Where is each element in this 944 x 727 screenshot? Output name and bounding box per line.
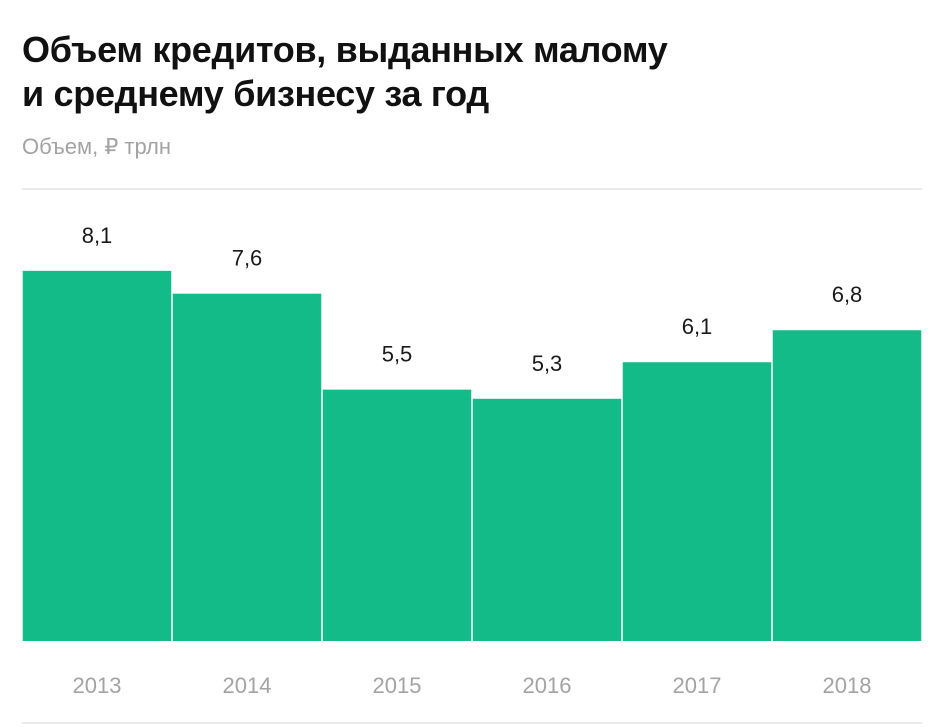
x-tick-label-2014: 2014 <box>223 673 272 698</box>
bar-2017 <box>622 362 772 641</box>
chart-title-line-1: Объем кредитов, выданных малому <box>22 29 668 70</box>
bar-2014 <box>172 293 322 641</box>
data-label-2017: 6,1 <box>682 314 713 339</box>
x-tick-label-2017: 2017 <box>673 673 722 698</box>
data-label-2018: 6,8 <box>832 282 863 307</box>
bar-2016 <box>472 398 622 641</box>
x-tick-label-2015: 2015 <box>373 673 422 698</box>
data-label-2015: 5,5 <box>382 342 413 367</box>
data-label-2013: 8,1 <box>82 223 113 248</box>
bar-2018 <box>772 330 922 641</box>
chart-subtitle: Объем, ₽ трлн <box>22 134 171 159</box>
chart-title-line-2: и среднему бизнесу за год <box>22 73 489 114</box>
bar-2013 <box>22 270 172 641</box>
x-tick-label-2013: 2013 <box>73 673 122 698</box>
bar-2015 <box>322 389 472 641</box>
x-tick-label-2016: 2016 <box>523 673 572 698</box>
chart-title: Объем кредитов, выданных малому и средне… <box>22 28 922 116</box>
data-label-2014: 7,6 <box>232 246 263 271</box>
x-tick-label-2018: 2018 <box>823 673 872 698</box>
data-label-2016: 5,3 <box>532 351 563 376</box>
